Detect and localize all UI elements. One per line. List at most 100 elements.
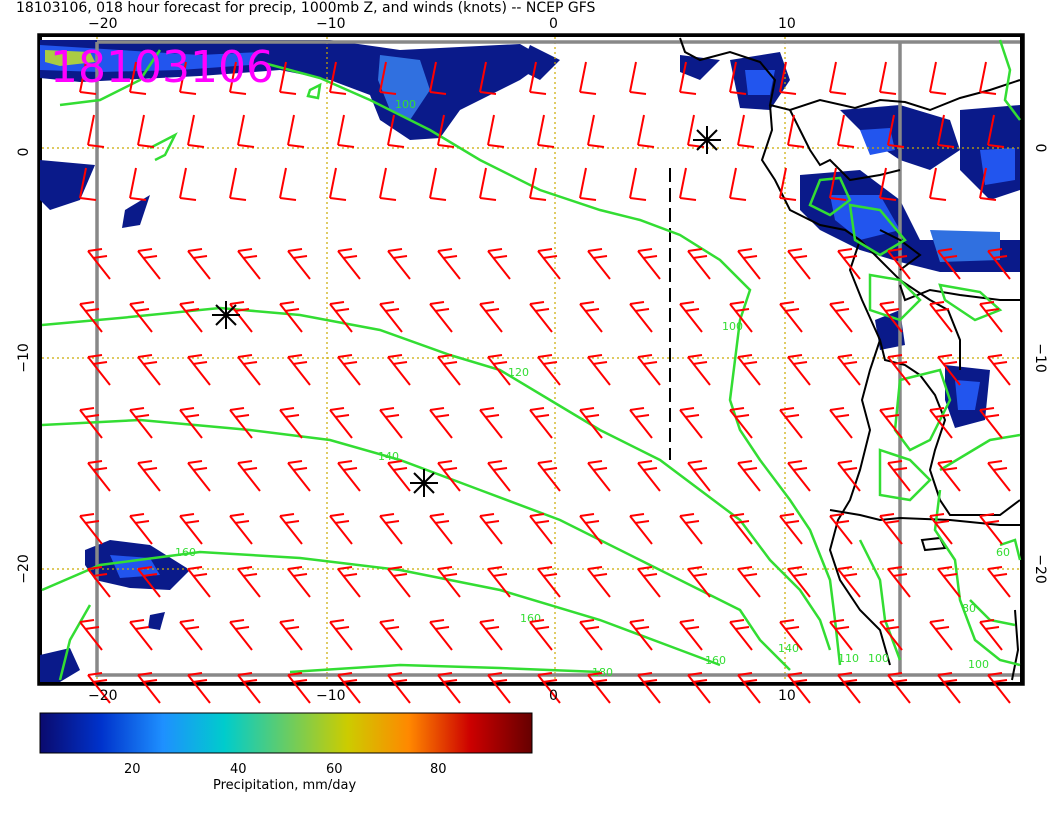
wind-barb xyxy=(79,61,97,95)
wind-barb xyxy=(629,513,653,545)
lon-tick-bottom-4: 10 xyxy=(778,688,796,704)
wind-barb xyxy=(329,407,353,439)
lon-tick-top-4: 10 xyxy=(778,16,796,32)
lat-tick-right-2: −10 xyxy=(1032,343,1048,373)
wind-barb xyxy=(137,460,161,492)
contour-label-8: 140 xyxy=(778,642,799,655)
wind-barb xyxy=(487,460,511,492)
wind-barb xyxy=(887,354,911,386)
map-title: 18103106, 018 hour forecast for precip, … xyxy=(16,0,596,16)
lon-tick-top-2: −10 xyxy=(316,16,346,32)
wind-barb xyxy=(129,407,153,439)
asterisk-marker xyxy=(693,126,721,154)
wind-barb xyxy=(629,407,653,439)
wind-barb xyxy=(929,167,947,201)
wind-barb xyxy=(87,672,111,704)
wind-barb xyxy=(629,619,653,651)
wind-barb xyxy=(287,114,305,148)
wind-barb xyxy=(529,167,547,201)
wind-barb xyxy=(87,114,105,148)
wind-barb xyxy=(179,407,203,439)
wind-barb xyxy=(529,619,553,651)
lat-tick-left-2: −10 xyxy=(16,343,32,373)
wind-barb xyxy=(329,301,353,333)
wind-barb xyxy=(387,566,411,598)
wind-barb xyxy=(679,61,697,95)
wind-barb xyxy=(337,354,361,386)
wind-barb xyxy=(829,513,853,545)
precip-colorbar xyxy=(39,712,533,754)
wind-barb xyxy=(229,619,253,651)
wind-barb xyxy=(487,566,511,598)
wind-barb xyxy=(387,354,411,386)
wind-barb xyxy=(729,301,753,333)
wind-barb xyxy=(87,566,111,598)
wind-barb xyxy=(387,672,411,704)
wind-barb xyxy=(387,248,411,280)
wind-barb xyxy=(937,460,961,492)
wind-barb xyxy=(687,248,711,280)
wind-barb xyxy=(537,248,561,280)
wind-barb xyxy=(837,354,861,386)
wind-barb xyxy=(979,407,1003,439)
wind-barb xyxy=(129,301,153,333)
wind-barb xyxy=(337,114,355,148)
wind-barb xyxy=(379,407,403,439)
wind-barb xyxy=(87,460,111,492)
lon-tick-top-1: −20 xyxy=(88,16,118,32)
wind-barb xyxy=(579,619,603,651)
wind-barb xyxy=(687,566,711,598)
wind-barb xyxy=(537,566,561,598)
wind-barb xyxy=(937,354,961,386)
date-stamp: 18103106 xyxy=(50,42,274,93)
wind-barb xyxy=(737,460,761,492)
wind-barb xyxy=(629,301,653,333)
wind-barb xyxy=(679,513,703,545)
wind-barb xyxy=(987,672,1011,704)
wind-barb xyxy=(529,61,547,95)
wind-barb xyxy=(79,167,97,201)
wind-barb xyxy=(479,619,503,651)
wind-barb xyxy=(729,407,753,439)
wind-barb xyxy=(437,248,461,280)
wind-barb xyxy=(537,460,561,492)
wind-barb xyxy=(829,61,847,95)
wind-barb xyxy=(329,619,353,651)
wind-barb xyxy=(229,167,247,201)
wind-barb xyxy=(987,114,1005,148)
wind-barb xyxy=(887,248,911,280)
wind-barb xyxy=(737,354,761,386)
wind-barb xyxy=(579,513,603,545)
wind-barb xyxy=(579,61,597,95)
wind-barb xyxy=(379,619,403,651)
lat-lon-grid xyxy=(42,37,1020,682)
wind-barb xyxy=(587,566,611,598)
wind-barb xyxy=(479,513,503,545)
wind-barb xyxy=(187,114,205,148)
wind-barb xyxy=(529,301,553,333)
wind-barb xyxy=(887,672,911,704)
wind-barb xyxy=(487,672,511,704)
wind-barb xyxy=(779,61,797,95)
wind-barb xyxy=(737,566,761,598)
wind-barb xyxy=(579,167,597,201)
wind-barb xyxy=(687,460,711,492)
wind-barb xyxy=(679,407,703,439)
wind-barb xyxy=(137,354,161,386)
wind-barb xyxy=(937,672,961,704)
wind-barb xyxy=(687,672,711,704)
wind-barb xyxy=(279,513,303,545)
wind-barb xyxy=(979,167,997,201)
wind-barb xyxy=(437,460,461,492)
colorbar-tick-1: 20 xyxy=(124,762,141,777)
wind-barb xyxy=(429,301,453,333)
wind-barb xyxy=(479,301,503,333)
wind-barb xyxy=(137,248,161,280)
wind-barb xyxy=(379,61,397,95)
wind-barb xyxy=(787,248,811,280)
wind-barb xyxy=(629,61,647,95)
wind-barb xyxy=(829,619,853,651)
wind-barb xyxy=(337,672,361,704)
asterisk-marker xyxy=(410,469,438,497)
